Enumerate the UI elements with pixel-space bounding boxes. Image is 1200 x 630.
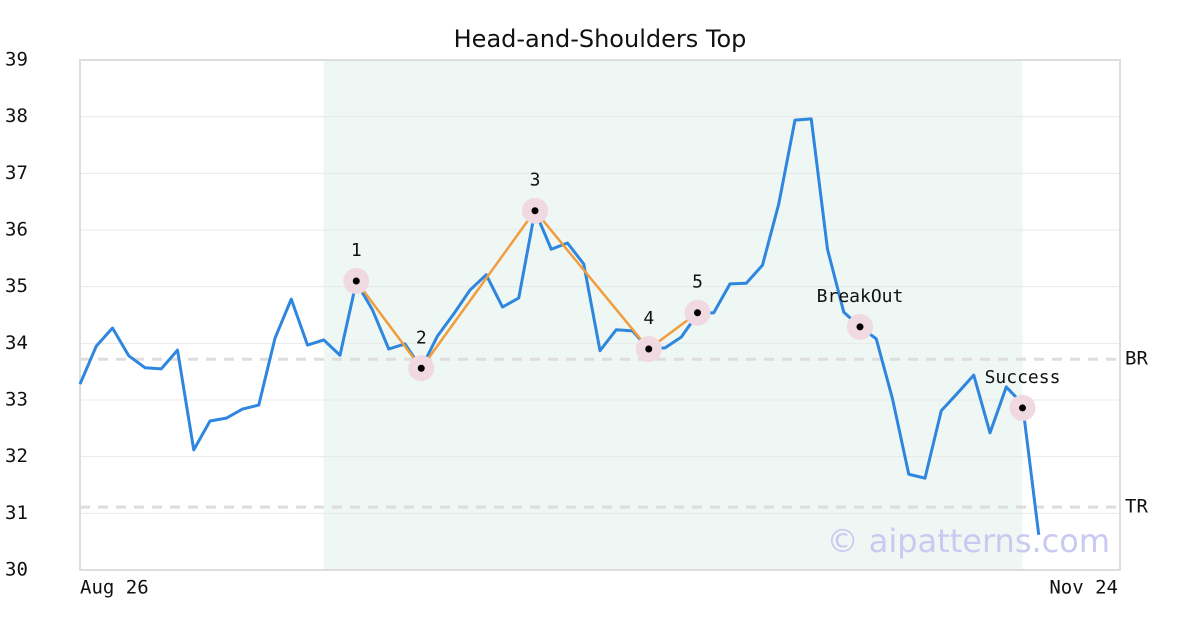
point-dot <box>856 323 864 331</box>
plot-border <box>79 59 1121 571</box>
point-dot <box>1019 404 1026 412</box>
y-tick-label: 30 <box>5 559 28 581</box>
y-tick-label: 39 <box>5 49 28 71</box>
y-tick-label: 34 <box>5 332 28 354</box>
y-tick-label: 31 <box>5 502 28 524</box>
y-tick-label: 36 <box>5 219 28 241</box>
point-label: 5 <box>692 272 703 293</box>
y-tick-label: 38 <box>5 105 28 127</box>
chart-title: Head-and-Shoulders Top <box>454 25 747 53</box>
point-label: 3 <box>530 170 541 191</box>
point-dot <box>645 345 653 353</box>
point-label: 4 <box>643 308 654 329</box>
x-tick-label: Nov 24 <box>1049 577 1118 599</box>
point-dot <box>531 207 539 215</box>
point-dot <box>417 364 425 372</box>
point-dot <box>694 309 701 317</box>
point-dot <box>352 277 360 285</box>
y-tick-label: 37 <box>5 162 28 184</box>
x-tick-label: Aug 26 <box>80 577 149 599</box>
level-label: TR <box>1125 496 1148 518</box>
point-label: Success <box>985 367 1061 388</box>
watermark: © aipatterns.com <box>827 522 1110 560</box>
level-label: BR <box>1125 348 1148 370</box>
price-line <box>78 117 1041 536</box>
point-label: 2 <box>416 327 427 348</box>
y-tick-label: 35 <box>5 275 28 297</box>
y-tick-label: 33 <box>5 389 28 411</box>
y-tick-label: 32 <box>5 445 28 467</box>
point-label: 1 <box>351 240 362 261</box>
point-label: BreakOut <box>817 286 904 307</box>
pattern-region <box>323 60 1023 570</box>
